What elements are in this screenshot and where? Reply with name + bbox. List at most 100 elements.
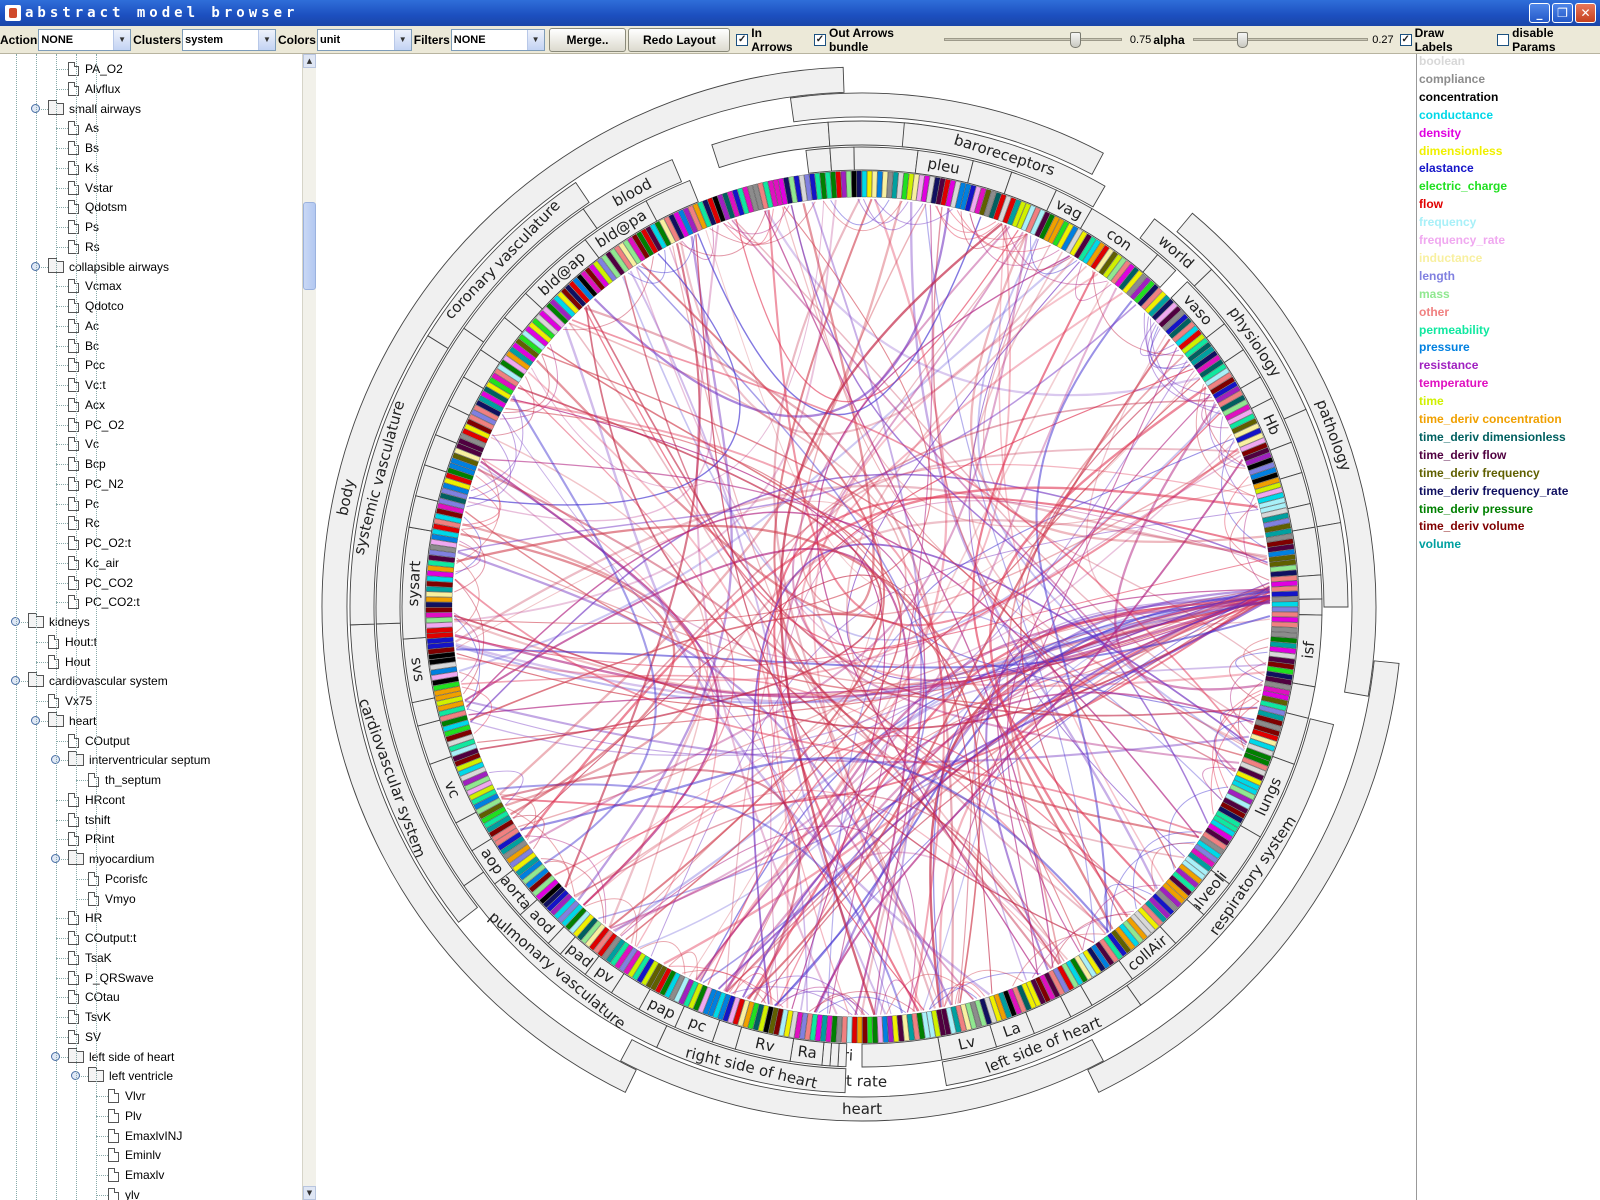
- cluster-arc[interactable]: [853, 146, 919, 174]
- tree-leaf-node[interactable]: TsvK: [68, 1007, 111, 1027]
- variable-node[interactable]: [825, 172, 832, 199]
- variable-node[interactable]: [1271, 606, 1299, 612]
- variable-node[interactable]: [458, 761, 485, 777]
- variable-node[interactable]: [557, 291, 580, 314]
- slider-thumb[interactable]: [1069, 31, 1081, 48]
- variable-node[interactable]: [857, 1016, 863, 1044]
- cluster-arc[interactable]: [645, 179, 699, 222]
- variable-node[interactable]: [515, 338, 540, 359]
- cluster-arc[interactable]: [620, 1039, 1104, 1122]
- variable-node[interactable]: [678, 209, 694, 236]
- variable-node[interactable]: [438, 705, 466, 717]
- variable-node[interactable]: [1254, 719, 1282, 732]
- variable-node[interactable]: [866, 170, 873, 198]
- variable-node[interactable]: [1034, 211, 1051, 238]
- variable-node[interactable]: [773, 1008, 784, 1036]
- variable-node[interactable]: [535, 314, 559, 336]
- variable-node[interactable]: [1137, 907, 1160, 930]
- variable-node[interactable]: [588, 263, 609, 288]
- cluster-arc[interactable]: [941, 984, 1142, 1087]
- scrollbar-thumb[interactable]: [303, 202, 316, 290]
- variable-node[interactable]: [1129, 276, 1151, 300]
- variable-node[interactable]: [480, 390, 507, 408]
- variable-node[interactable]: [862, 1016, 868, 1044]
- variable-node[interactable]: [747, 1002, 760, 1030]
- variable-node[interactable]: [641, 960, 659, 986]
- tree-leaf-node[interactable]: Plv: [108, 1106, 142, 1126]
- variable-node[interactable]: [1107, 932, 1127, 957]
- variable-node[interactable]: [1048, 969, 1065, 996]
- variable-node[interactable]: [503, 840, 528, 860]
- variable-node[interactable]: [450, 743, 478, 757]
- variable-node[interactable]: [432, 676, 459, 686]
- variable-node[interactable]: [1082, 239, 1101, 264]
- variable-node[interactable]: [614, 245, 633, 270]
- variable-node[interactable]: [1270, 575, 1298, 582]
- variable-node[interactable]: [950, 181, 961, 208]
- variable-node[interactable]: [830, 171, 837, 199]
- variable-node[interactable]: [1253, 724, 1280, 737]
- variable-node[interactable]: [1061, 962, 1079, 988]
- tree-folder-node[interactable]: small airways: [48, 99, 141, 119]
- variable-node[interactable]: [1039, 974, 1056, 1001]
- variable-node[interactable]: [1007, 988, 1022, 1015]
- variable-node[interactable]: [434, 513, 462, 524]
- variable-node[interactable]: [525, 326, 549, 347]
- variable-node[interactable]: [1126, 916, 1148, 941]
- tree-leaf-node[interactable]: Vx75: [48, 691, 92, 711]
- tree-leaf-node[interactable]: Bs: [68, 138, 99, 158]
- variable-node[interactable]: [1052, 220, 1070, 247]
- variable-node[interactable]: [439, 710, 467, 722]
- variable-node[interactable]: [1057, 965, 1075, 991]
- variable-node[interactable]: [1098, 250, 1119, 276]
- variable-node[interactable]: [1245, 747, 1272, 762]
- variable-node[interactable]: [468, 414, 495, 430]
- tree-leaf-node[interactable]: TsaK: [68, 948, 112, 968]
- variable-node[interactable]: [435, 690, 462, 702]
- tree-folder-node[interactable]: left ventricle: [88, 1066, 173, 1086]
- variable-node[interactable]: [1229, 784, 1256, 800]
- variable-node[interactable]: [936, 1009, 946, 1036]
- variable-node[interactable]: [486, 815, 512, 833]
- variable-node[interactable]: [454, 752, 481, 767]
- variable-node[interactable]: [636, 957, 655, 984]
- variable-node[interactable]: [1021, 982, 1037, 1009]
- variable-node[interactable]: [1237, 765, 1264, 781]
- variable-node[interactable]: [1148, 896, 1171, 919]
- variable-node[interactable]: [1193, 350, 1218, 370]
- variable-node[interactable]: [618, 242, 638, 267]
- variable-node[interactable]: [485, 381, 512, 400]
- variable-node[interactable]: [589, 926, 610, 951]
- variable-node[interactable]: [979, 998, 992, 1025]
- variable-node[interactable]: [1169, 874, 1193, 896]
- variable-node[interactable]: [793, 175, 803, 203]
- variable-node[interactable]: [580, 270, 602, 294]
- variable-node[interactable]: [1175, 325, 1199, 347]
- variable-node[interactable]: [1122, 270, 1143, 294]
- variable-node[interactable]: [1239, 761, 1267, 776]
- variable-node[interactable]: [441, 487, 468, 500]
- variable-node[interactable]: [568, 280, 590, 304]
- variable-node[interactable]: [553, 295, 576, 318]
- cluster-arc[interactable]: [427, 181, 590, 350]
- variable-node[interactable]: [462, 770, 489, 787]
- variable-node[interactable]: [1165, 313, 1189, 335]
- tree-leaf-node[interactable]: PC_O2:t: [68, 533, 131, 553]
- variable-node[interactable]: [429, 549, 456, 558]
- variable-node[interactable]: [509, 848, 534, 868]
- variable-node[interactable]: [464, 775, 491, 791]
- scroll-up-icon[interactable]: ▲: [303, 54, 316, 68]
- variable-node[interactable]: [722, 995, 736, 1022]
- variable-node[interactable]: [649, 223, 667, 249]
- tree-leaf-node[interactable]: COutput: [68, 731, 130, 751]
- tree-leaf-node[interactable]: Hout: [48, 652, 90, 672]
- variable-node[interactable]: [984, 996, 997, 1024]
- variable-node[interactable]: [436, 508, 463, 519]
- variable-node[interactable]: [669, 974, 685, 1001]
- variable-node[interactable]: [717, 193, 731, 221]
- tree-leaf-node[interactable]: Kc_air: [68, 553, 119, 573]
- variable-node[interactable]: [441, 715, 468, 727]
- variable-node[interactable]: [1148, 294, 1171, 317]
- variable-node[interactable]: [1270, 570, 1297, 577]
- tree-leaf-node[interactable]: As: [68, 118, 99, 138]
